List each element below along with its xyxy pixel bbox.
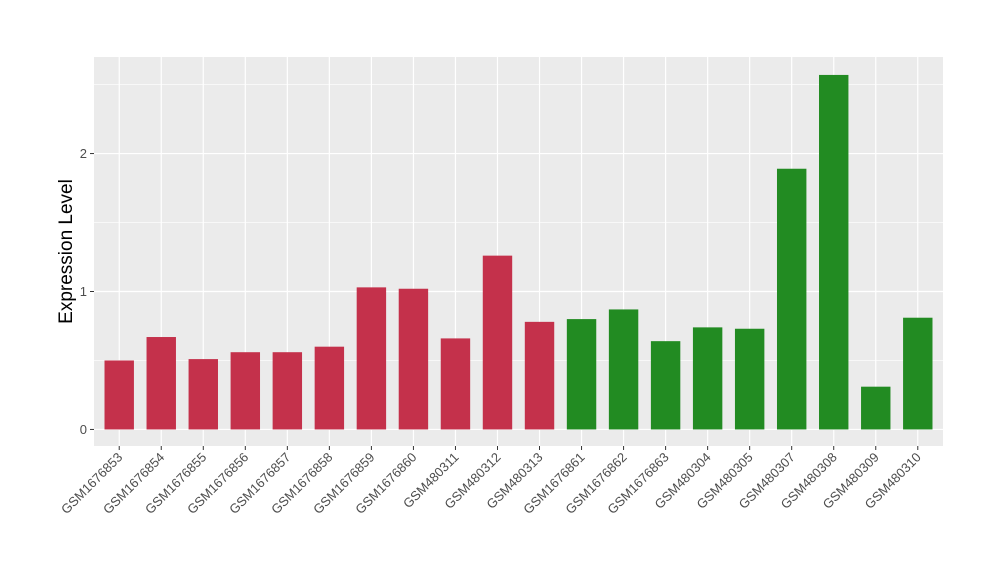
bar-GSM1676862	[608, 309, 639, 430]
y-axis: 0 1 2	[80, 146, 94, 437]
y-tick-label: 0	[80, 422, 87, 437]
bar-GSM1676854	[146, 337, 176, 430]
plot-panel	[94, 57, 943, 446]
bar-GSM1676863	[650, 341, 681, 430]
bars	[104, 74, 933, 430]
bar-GSM1676858	[314, 346, 345, 430]
bar-GSM1676856	[230, 352, 261, 430]
bar-GSM1676853	[104, 360, 134, 430]
bar-GSM1676860	[398, 288, 429, 430]
x-axis: GSM1676853GSM1676854GSM1676855GSM1676856…	[58, 446, 924, 517]
bar-GSM1676861	[566, 319, 597, 430]
y-tick-label: 1	[80, 284, 87, 299]
y-tick-label: 2	[80, 146, 87, 161]
bar-GSM480305	[734, 328, 765, 430]
bar-GSM1676855	[188, 359, 218, 430]
bar-GSM480313	[524, 321, 555, 430]
bar-GSM1676859	[356, 287, 387, 430]
bar-GSM480312	[482, 255, 513, 430]
y-axis-title: Expression Level	[56, 179, 77, 324]
bar-GSM480310	[903, 317, 933, 430]
bar-GSM480307	[776, 168, 807, 430]
bar-GSM480311	[440, 338, 471, 430]
bar-GSM480309	[861, 386, 891, 430]
bar-GSM480308	[819, 74, 849, 430]
bar-GSM1676857	[272, 352, 303, 430]
bar-GSM480304	[692, 327, 723, 430]
